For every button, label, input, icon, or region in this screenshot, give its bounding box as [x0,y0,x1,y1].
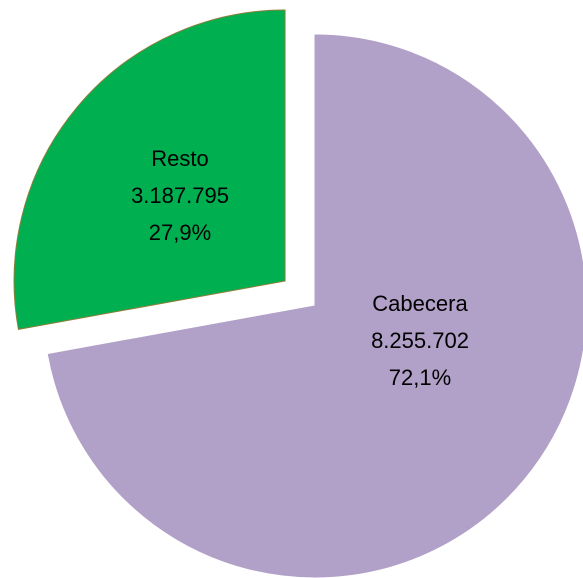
pie-slice [47,34,583,578]
slice-percent: 27,9% [149,220,211,245]
slice-percent: 72,1% [389,365,451,390]
pie-slice [13,9,286,330]
slice-name: Resto [151,146,208,171]
slice-value: 3.187.795 [131,183,229,208]
slice-value: 8.255.702 [371,328,469,353]
slice-name: Cabecera [372,291,468,316]
